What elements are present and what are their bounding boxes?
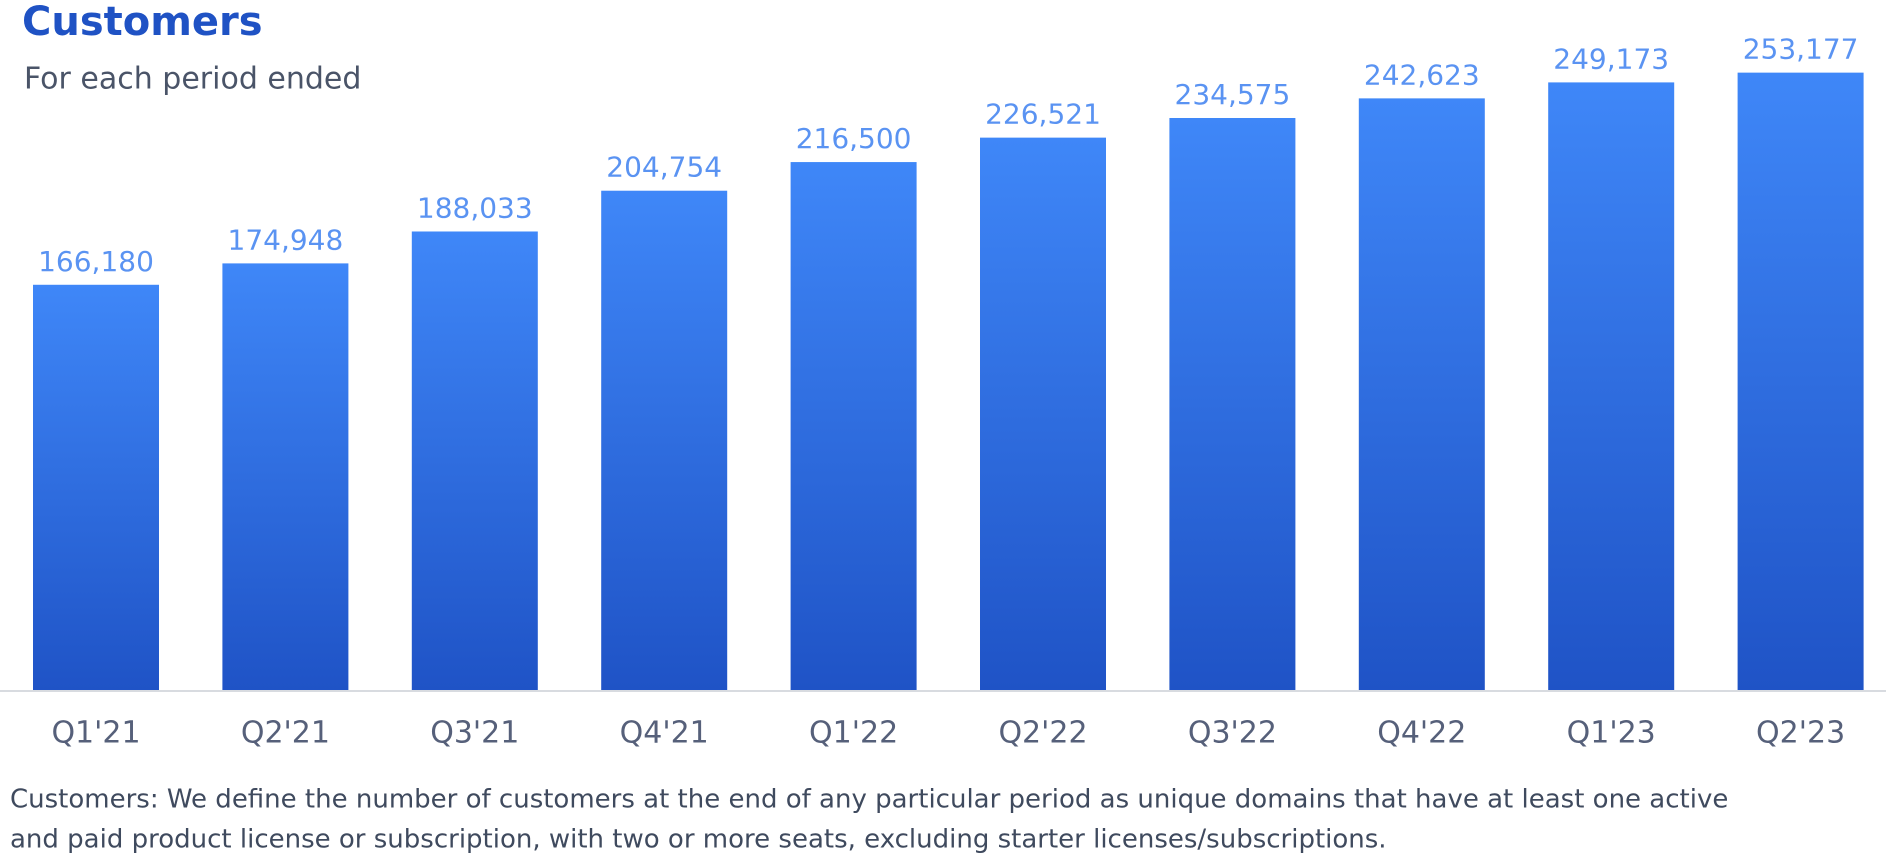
bar — [33, 284, 159, 690]
chart-title: Customers — [22, 0, 263, 45]
bar — [1169, 117, 1296, 691]
value-label: 242,623 — [1364, 58, 1480, 91]
x-tick-label: Q1'22 — [809, 716, 898, 751]
value-label: 234,575 — [1175, 78, 1291, 111]
value-label: 188,033 — [417, 191, 533, 224]
x-tick-label: Q2'21 — [241, 716, 330, 751]
bar — [1548, 82, 1675, 690]
footnote-line: Customers: We define the number of custo… — [10, 785, 1728, 815]
x-tick-label: Q3'22 — [1188, 716, 1277, 751]
value-label: 226,521 — [985, 98, 1101, 131]
bar — [411, 231, 538, 690]
value-label: 174,948 — [228, 223, 344, 256]
value-label: 204,754 — [606, 151, 722, 184]
value-label: 166,180 — [38, 245, 154, 278]
bar — [980, 137, 1106, 690]
x-tick-label: Q2'23 — [1756, 716, 1845, 751]
x-tick-label: Q2'22 — [998, 716, 1087, 751]
value-label: 249,173 — [1553, 42, 1669, 75]
bar — [1358, 98, 1485, 690]
bar — [601, 190, 728, 690]
x-tick-label: Q3'21 — [430, 716, 519, 751]
bar — [222, 263, 349, 690]
x-tick-label: Q1'23 — [1567, 716, 1656, 751]
x-tick-label: Q1'21 — [51, 716, 140, 751]
bar — [1737, 72, 1864, 690]
chart-subtitle: For each period ended — [24, 62, 361, 97]
bar — [790, 162, 917, 691]
value-label: 216,500 — [796, 122, 912, 155]
x-tick-label: Q4'21 — [620, 716, 709, 751]
value-label: 253,177 — [1743, 33, 1859, 66]
footnote-line: and paid product license or subscription… — [10, 825, 1387, 855]
x-tick-label: Q4'22 — [1377, 716, 1466, 751]
